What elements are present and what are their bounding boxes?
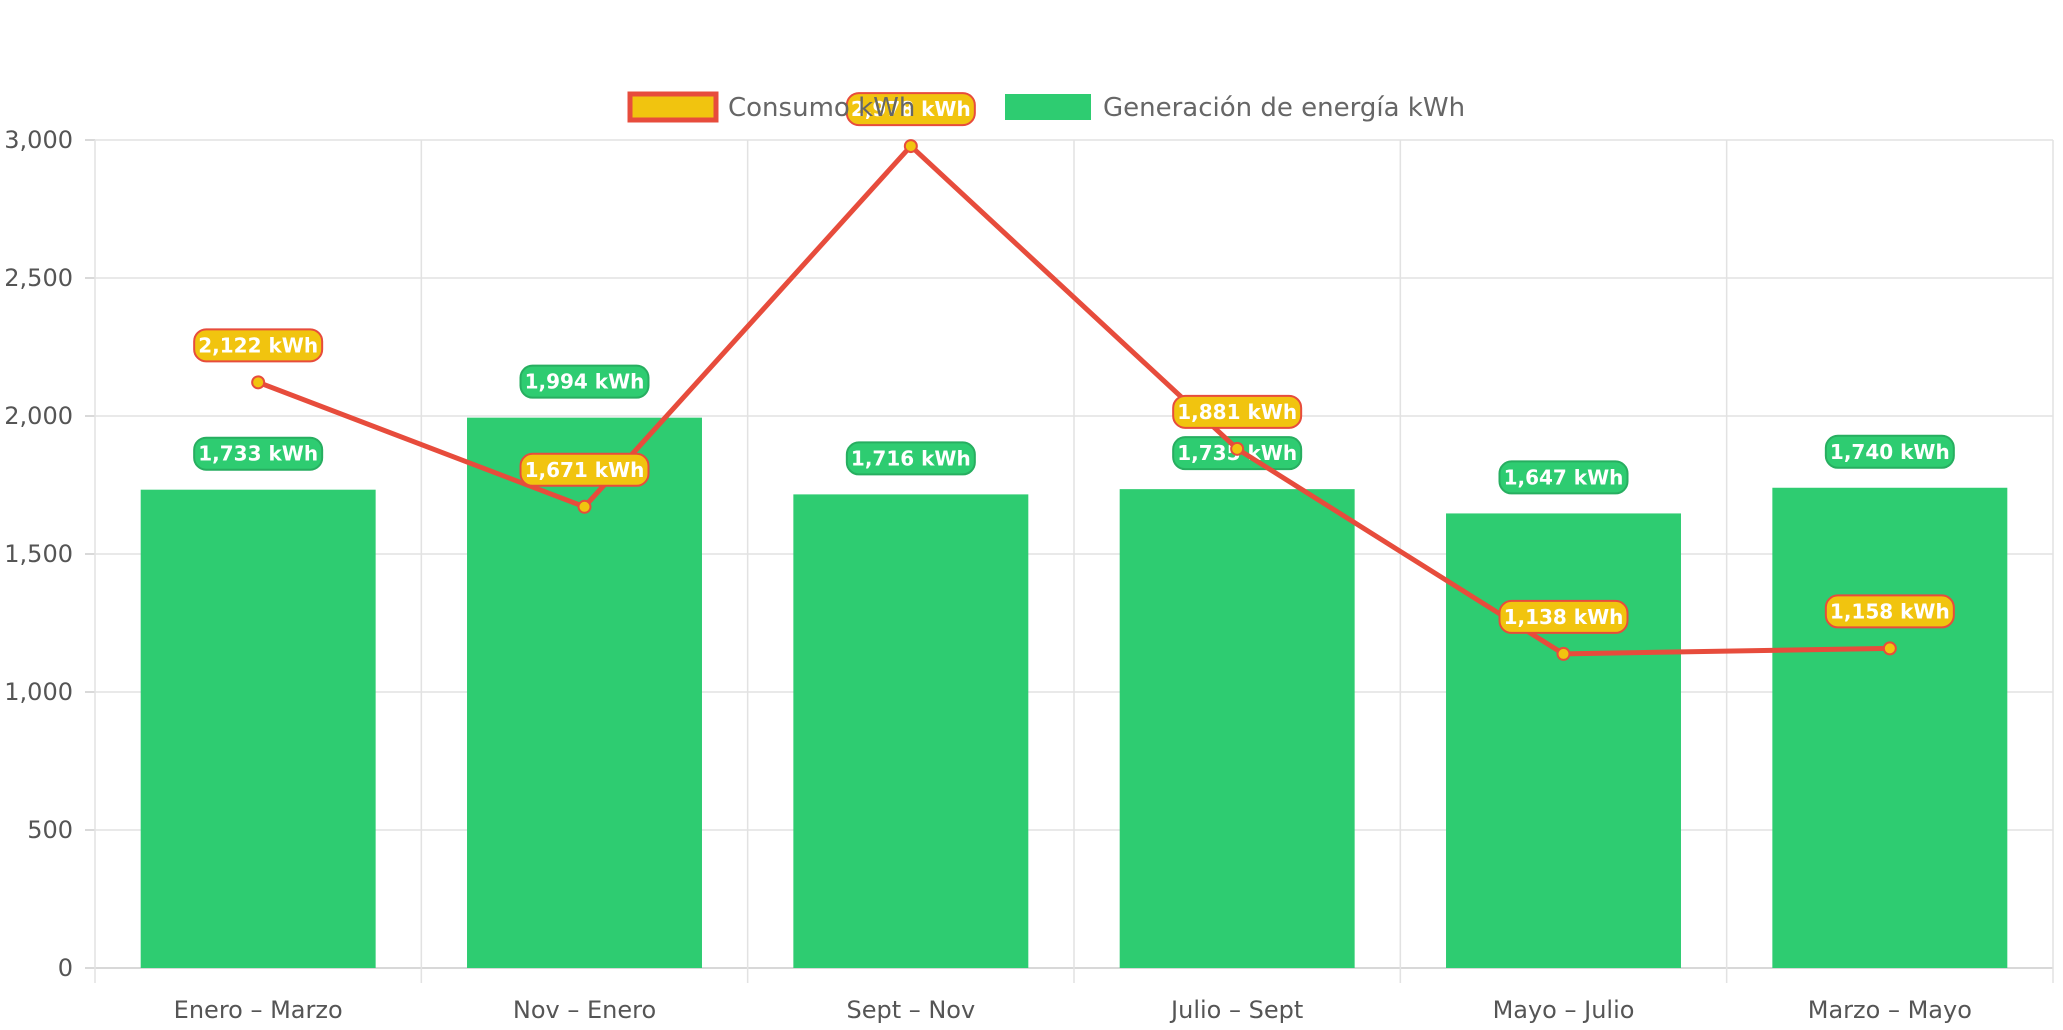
- y-tick-label: 500: [27, 816, 73, 844]
- legend-label-consumo: Consumo kWh: [728, 93, 915, 123]
- data-label-box: [845, 441, 976, 476]
- line-point[interactable]: [1556, 646, 1571, 661]
- line-point[interactable]: [903, 139, 918, 154]
- bar[interactable]: [1446, 513, 1681, 968]
- data-label-box: [193, 328, 324, 363]
- bar[interactable]: [793, 494, 1029, 968]
- data-label: 1,647 kWh: [1504, 465, 1624, 489]
- x-tick-label: Marzo – Mayo: [1808, 996, 1972, 1024]
- x-tick-label: Nov – Enero: [513, 996, 656, 1024]
- y-tick-label: 0: [58, 954, 73, 982]
- data-label: 1,138 kWh: [1504, 605, 1624, 629]
- data-label-box: [845, 92, 976, 127]
- y-tick-label: 2,000: [4, 402, 73, 430]
- data-label-box: [1824, 594, 1955, 629]
- y-tick-label: 1,500: [4, 540, 73, 568]
- bar[interactable]: [1772, 487, 2008, 968]
- line-point[interactable]: [1882, 641, 1897, 656]
- data-label-box: [1172, 394, 1303, 429]
- data-label: 1,671 kWh: [525, 458, 645, 482]
- data-label: 1,994 kWh: [525, 370, 645, 394]
- legend-swatch-generacion[interactable]: [1005, 94, 1091, 120]
- data-label: 1,881 kWh: [1177, 400, 1297, 424]
- x-tick-label: Mayo – Julio: [1493, 996, 1635, 1024]
- y-tick-label: 1,000: [4, 678, 73, 706]
- data-label-box: [1498, 599, 1629, 634]
- data-label-box: [1824, 434, 1955, 469]
- data-label: 2,122 kWh: [198, 333, 318, 357]
- x-tick-label: Sept – Nov: [846, 996, 975, 1024]
- y-tick-label: 2,500: [4, 264, 73, 292]
- line-point[interactable]: [1230, 441, 1245, 456]
- x-tick-label: Enero – Marzo: [174, 996, 343, 1024]
- data-label: 1,158 kWh: [1830, 599, 1950, 623]
- data-label: 1,716 kWh: [851, 446, 971, 470]
- y-tick-label: 3,000: [4, 126, 73, 154]
- legend-swatch-consumo[interactable]: [627, 91, 719, 123]
- data-label-box: [519, 452, 650, 487]
- line-point[interactable]: [251, 375, 266, 390]
- data-label: 1,740 kWh: [1830, 440, 1950, 464]
- x-tick-label: Julio – Sept: [1169, 996, 1303, 1024]
- data-label-box: [193, 436, 324, 471]
- legend-label-generacion: Generación de energía kWh: [1103, 93, 1465, 123]
- bar[interactable]: [140, 489, 376, 968]
- data-label: 1,733 kWh: [198, 442, 318, 466]
- line-point[interactable]: [577, 499, 592, 514]
- data-label: 2,978 kWh: [851, 97, 971, 121]
- data-label-box: [1498, 460, 1629, 495]
- data-label-box: [519, 364, 650, 399]
- bar[interactable]: [1119, 489, 1355, 968]
